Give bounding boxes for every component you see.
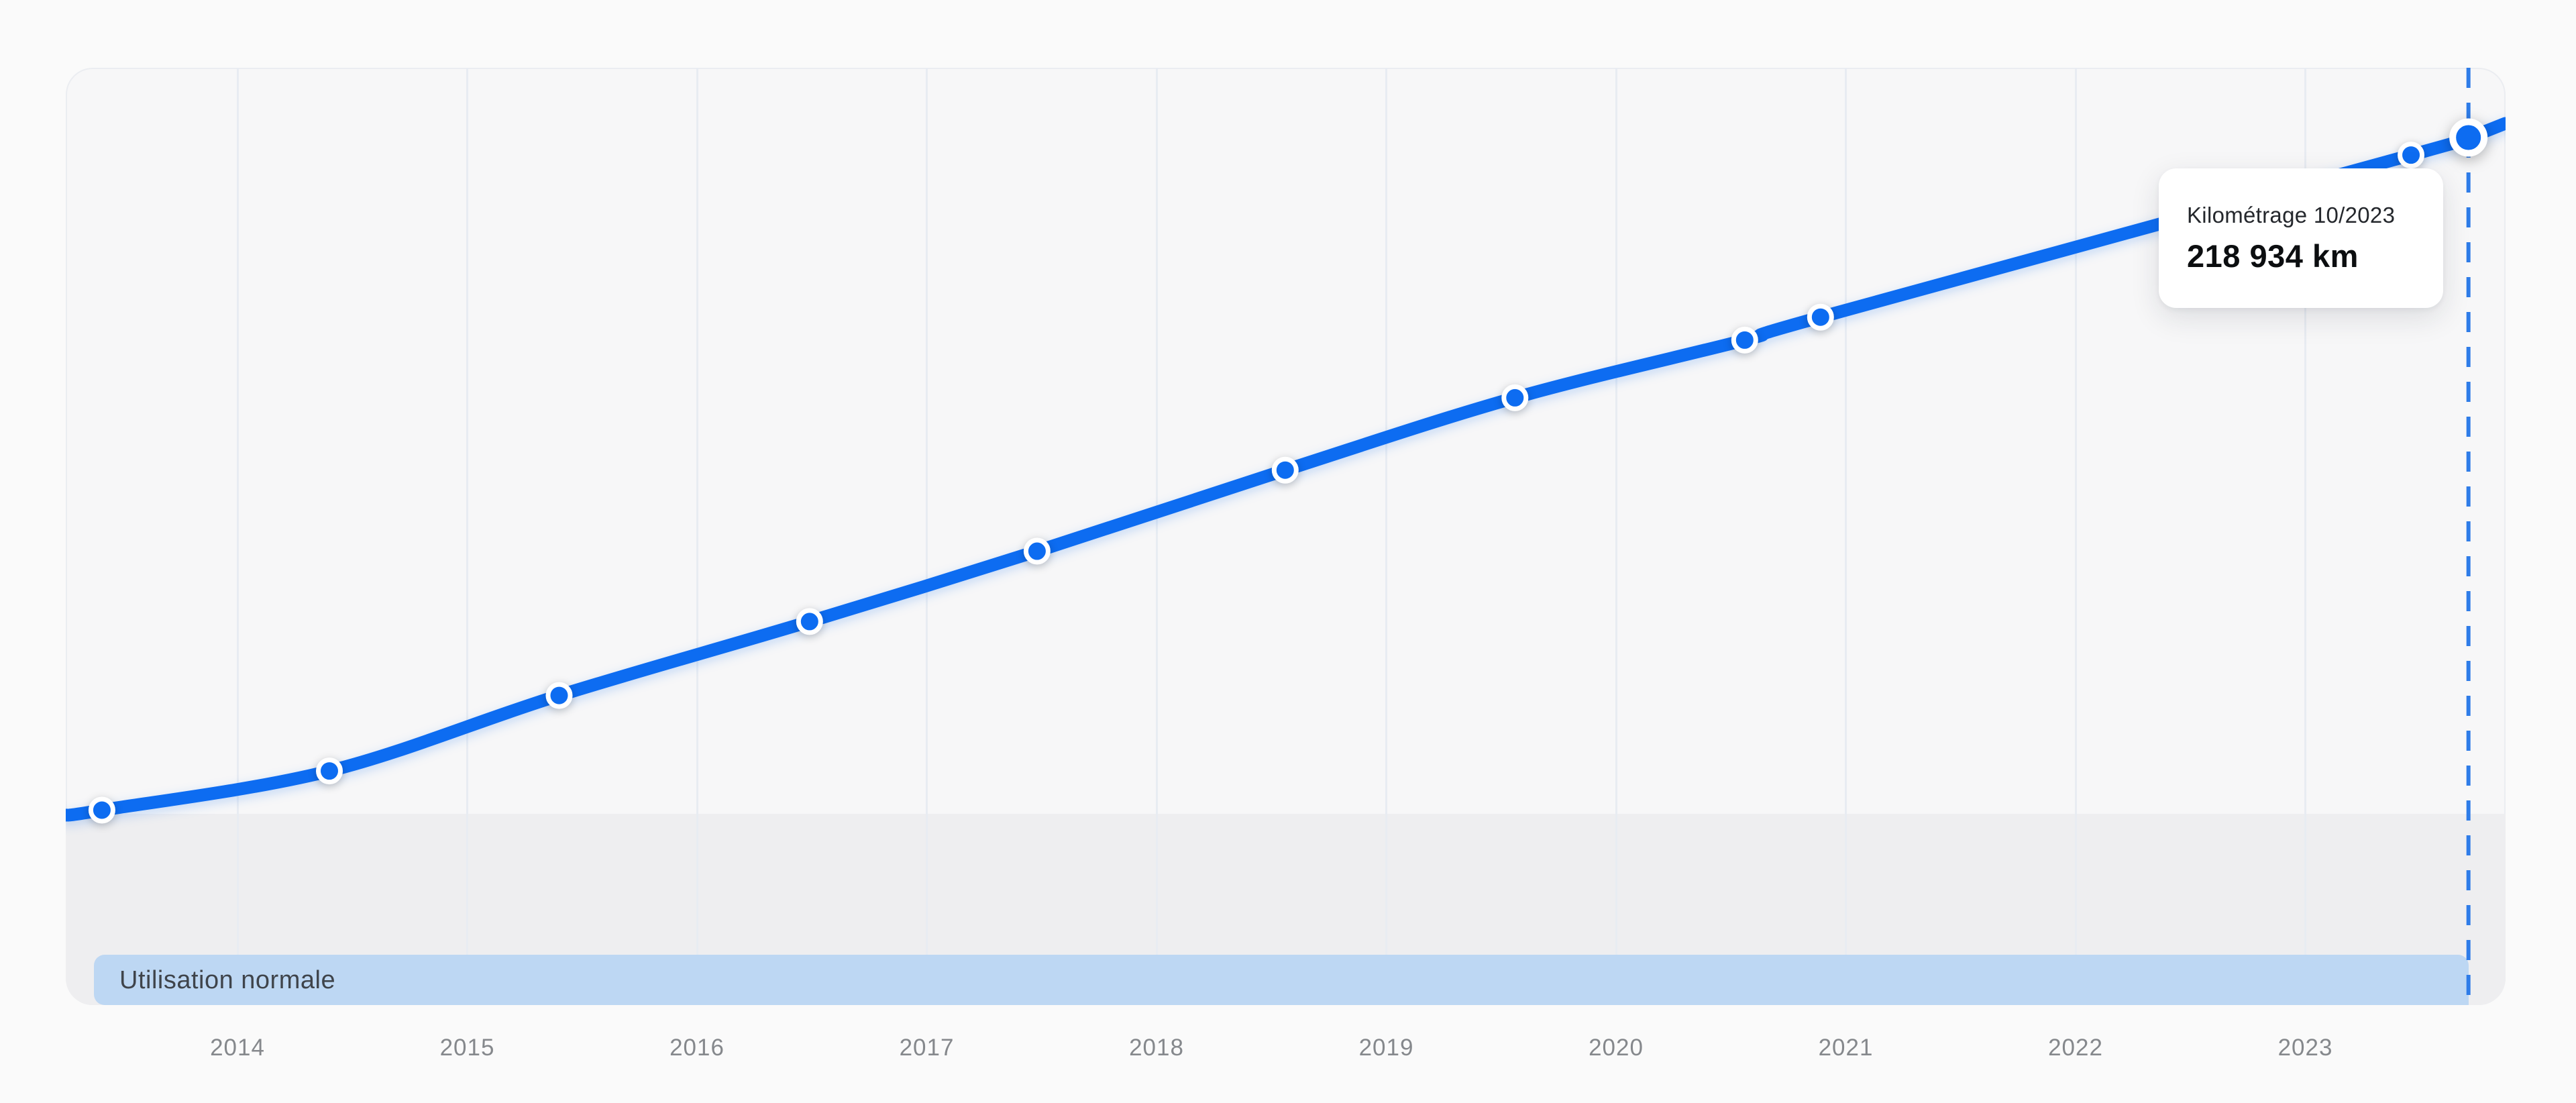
gridline-2018	[1155, 68, 1158, 1005]
data-point-marker-0[interactable]	[88, 796, 115, 824]
data-point-marker-8[interactable]	[1807, 303, 1834, 331]
mileage-chart[interactable]	[66, 68, 2506, 1005]
gridline-2014	[236, 68, 239, 1005]
data-point-marker-4[interactable]	[1023, 537, 1051, 565]
x-axis-label-2015: 2015	[439, 1035, 495, 1061]
data-point-marker-1[interactable]	[316, 757, 343, 785]
x-axis-label-2019: 2019	[1358, 1035, 1414, 1061]
tooltip-title: Kilométrage 10/2023	[2187, 202, 2396, 227]
x-axis-label-2018: 2018	[1129, 1035, 1184, 1061]
gridline-2021	[1845, 68, 1847, 1005]
gridline-2020	[1615, 68, 1617, 1005]
active-point-marker[interactable]	[2449, 118, 2488, 157]
gridline-2015	[466, 68, 468, 1005]
tooltip: Kilométrage 10/2023 218 934 km	[2159, 168, 2443, 308]
gridline-2019	[1385, 68, 1387, 1005]
normal-usage-band: Utilisation normale	[94, 955, 2469, 1005]
data-point-marker-5[interactable]	[1271, 456, 1299, 484]
x-axis-label-2021: 2021	[1818, 1035, 1874, 1061]
x-axis-label-2023: 2023	[2277, 1035, 2333, 1061]
gridline-2016	[696, 68, 698, 1005]
chart-card: Utilisation normale	[66, 68, 2506, 1005]
data-point-marker-2[interactable]	[545, 682, 573, 709]
x-axis-label-2022: 2022	[2048, 1035, 2103, 1061]
gridline-2022	[2074, 68, 2077, 1005]
data-point-marker-7[interactable]	[1731, 326, 1758, 354]
x-axis-label-2017: 2017	[899, 1035, 955, 1061]
gridline-2023	[2304, 68, 2306, 1005]
x-axis-label-2020: 2020	[1589, 1035, 1644, 1061]
tooltip-value: 218 934 km	[2187, 238, 2359, 274]
gridline-2017	[926, 68, 928, 1005]
x-axis-label-2016: 2016	[669, 1035, 724, 1061]
data-point-marker-6[interactable]	[1501, 384, 1529, 411]
x-axis-label-2014: 2014	[210, 1035, 265, 1061]
data-point-marker-9[interactable]	[2398, 142, 2425, 169]
normal-usage-label: Utilisation normale	[119, 965, 336, 994]
data-point-marker-3[interactable]	[796, 608, 823, 635]
